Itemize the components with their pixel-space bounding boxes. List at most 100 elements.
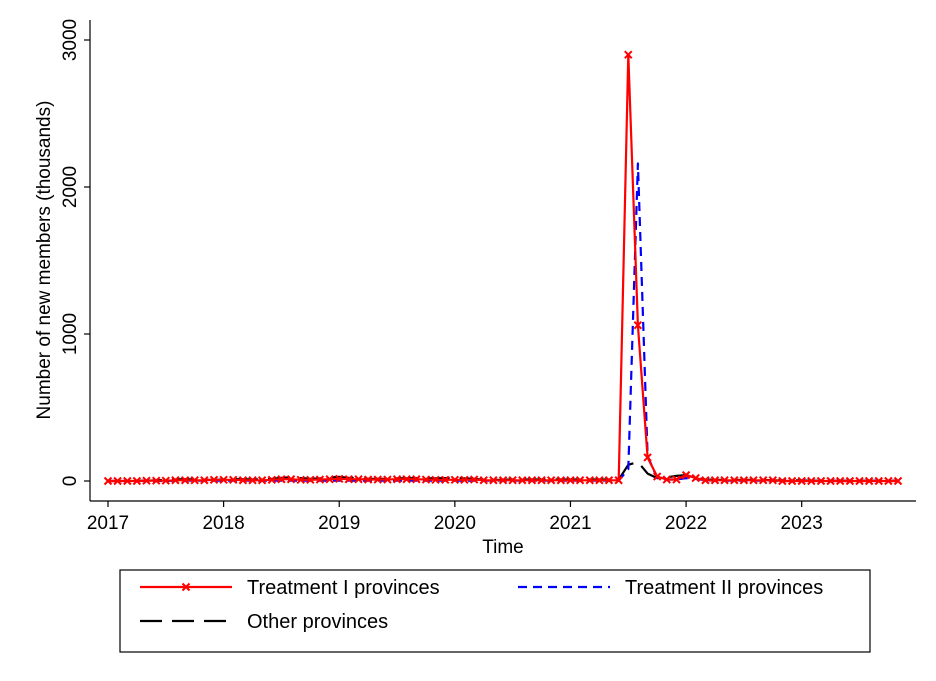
series-point xyxy=(190,476,199,485)
series-point xyxy=(219,475,228,485)
x-tick-label: 2021 xyxy=(549,513,591,534)
series-point xyxy=(633,320,643,330)
series-point xyxy=(469,475,479,484)
series-point xyxy=(893,476,903,486)
x-axis-title: Time xyxy=(482,537,524,558)
series-point xyxy=(209,475,219,485)
series-point xyxy=(152,476,161,485)
legend-label-0: Treatment I provinces xyxy=(247,577,440,599)
series-point xyxy=(566,476,575,485)
series-point xyxy=(315,475,325,484)
x-tick-label: 2022 xyxy=(665,513,707,534)
series-point xyxy=(373,475,382,484)
x-tick-label: 2020 xyxy=(434,513,476,534)
series-point xyxy=(325,475,334,484)
series-point xyxy=(306,475,315,485)
series-point xyxy=(489,476,498,485)
legend-label-2: Other provinces xyxy=(247,611,388,633)
series-point xyxy=(392,475,402,484)
series-point xyxy=(845,476,855,486)
series-point xyxy=(546,476,556,485)
series-point xyxy=(778,476,787,486)
series-point xyxy=(441,475,450,485)
series-point xyxy=(518,476,527,485)
series-point xyxy=(171,476,180,485)
series-point xyxy=(248,476,257,485)
series-point xyxy=(238,476,248,485)
series-point xyxy=(652,472,662,481)
series-point xyxy=(807,476,816,486)
series-point xyxy=(479,476,488,485)
y-tick-label: 1000 xyxy=(60,313,81,355)
series-point xyxy=(604,476,614,485)
legend-marker-x xyxy=(181,582,191,592)
x-tick-label: 2023 xyxy=(781,513,823,534)
series-point xyxy=(874,476,884,486)
series-point xyxy=(354,475,363,484)
x-axis-ticks: 2017 2018 2019 2020 2021 2022 2023 xyxy=(87,501,823,534)
series-point xyxy=(710,476,720,485)
series-point xyxy=(450,475,460,485)
series-point xyxy=(884,476,893,486)
legend-label-1: Treatment II provinces xyxy=(625,577,823,599)
y-tick-label: 3000 xyxy=(60,19,81,61)
series-point xyxy=(816,476,826,486)
series-point xyxy=(720,476,729,485)
series-point xyxy=(229,475,238,485)
x-tick-label: 2018 xyxy=(202,513,244,534)
series-point xyxy=(363,475,373,484)
series-point xyxy=(662,475,671,484)
series-point xyxy=(643,453,652,462)
series-point xyxy=(277,475,286,484)
y-axis-ticks: 0 1000 2000 3000 xyxy=(60,19,90,486)
series-point xyxy=(180,476,190,485)
series-point xyxy=(681,470,691,480)
series-point xyxy=(383,475,392,484)
series-point xyxy=(498,476,508,485)
series-point xyxy=(412,475,421,484)
series-point xyxy=(585,476,594,485)
series-point xyxy=(335,474,344,484)
series-point xyxy=(855,476,864,486)
series-point xyxy=(142,476,151,485)
series-point xyxy=(749,476,758,485)
series-point xyxy=(797,476,806,486)
series-point xyxy=(730,476,739,485)
series-point xyxy=(826,476,835,486)
series-point xyxy=(257,476,267,485)
series-point xyxy=(460,475,469,485)
series-point xyxy=(787,476,797,486)
y-tick-label: 0 xyxy=(60,476,81,487)
series-point xyxy=(132,476,142,486)
series-point xyxy=(864,476,874,486)
legend-box xyxy=(119,569,871,653)
y-axis-title: Number of new members (thousands) xyxy=(34,101,55,420)
x-tick-label: 2017 xyxy=(87,513,129,534)
plot-area xyxy=(90,20,916,501)
series-point xyxy=(768,476,777,485)
series-point xyxy=(624,50,633,59)
series-point xyxy=(575,476,585,485)
series-point xyxy=(691,473,700,483)
series-point xyxy=(835,476,845,486)
series-point xyxy=(113,476,122,486)
legend: Treatment I provinces Treatment II provin… xyxy=(140,577,823,633)
y-tick-label: 2000 xyxy=(60,166,81,208)
series-point xyxy=(344,475,354,484)
series-point xyxy=(161,476,171,485)
series-point xyxy=(527,476,537,485)
series-point xyxy=(758,476,768,485)
series-point xyxy=(672,475,681,484)
series-point xyxy=(739,476,749,485)
series-point xyxy=(286,475,296,484)
series-point xyxy=(508,476,517,485)
series-point xyxy=(103,476,113,486)
series-point xyxy=(200,476,209,485)
series-point xyxy=(595,476,604,485)
series-point xyxy=(537,476,546,485)
series-point xyxy=(701,476,710,485)
series-point xyxy=(296,475,305,485)
series-point xyxy=(556,476,566,485)
x-tick-label: 2019 xyxy=(318,513,360,534)
